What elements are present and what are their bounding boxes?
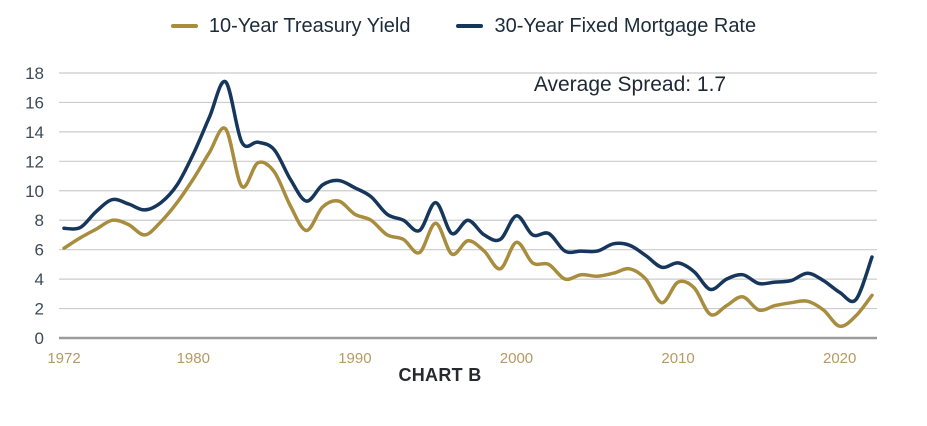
- y-tick-label: 4: [35, 270, 44, 289]
- x-tick-label: 2020: [823, 350, 856, 367]
- treasury-yield-line: [62, 126, 874, 329]
- x-tick-label: 2000: [500, 350, 533, 367]
- legend-label-treasury-yield: 10-Year Treasury Yield: [208, 15, 411, 37]
- y-tick-label: 0: [35, 329, 44, 348]
- y-tick-label: 10: [25, 182, 44, 201]
- legend-label-mortgage-rate: 30-Year Fixed Mortgage Rate: [494, 15, 757, 37]
- y-tick-label: 8: [35, 211, 44, 230]
- x-tick-label: 1980: [177, 350, 210, 367]
- mortgage-rate-line: [62, 79, 874, 304]
- x-tick-label: 2010: [661, 350, 694, 367]
- x-tick-label: 1990: [338, 350, 371, 367]
- x-tick-label: 1972: [47, 350, 80, 367]
- chart-legend: 10-Year Treasury Yield 30-Year Fixed Mor…: [0, 16, 927, 36]
- y-tick-label: 6: [35, 241, 44, 260]
- average-spread-annotation: Average Spread: 1.7: [533, 73, 727, 96]
- chart-caption: CHART B: [398, 365, 482, 385]
- y-tick-label: 14: [25, 123, 44, 142]
- legend-item-mortgage-rate: 30-Year Fixed Mortgage Rate: [456, 16, 756, 36]
- y-tick-label: 12: [25, 152, 44, 171]
- y-tick-label: 16: [25, 93, 44, 112]
- mortgage-rate-line-swatch: [456, 24, 484, 28]
- y-tick-label: 18: [25, 64, 44, 83]
- y-tick-label: 2: [35, 300, 44, 319]
- legend-item-treasury-yield: 10-Year Treasury Yield: [170, 15, 411, 37]
- treasury-yield-line-swatch: [170, 24, 198, 28]
